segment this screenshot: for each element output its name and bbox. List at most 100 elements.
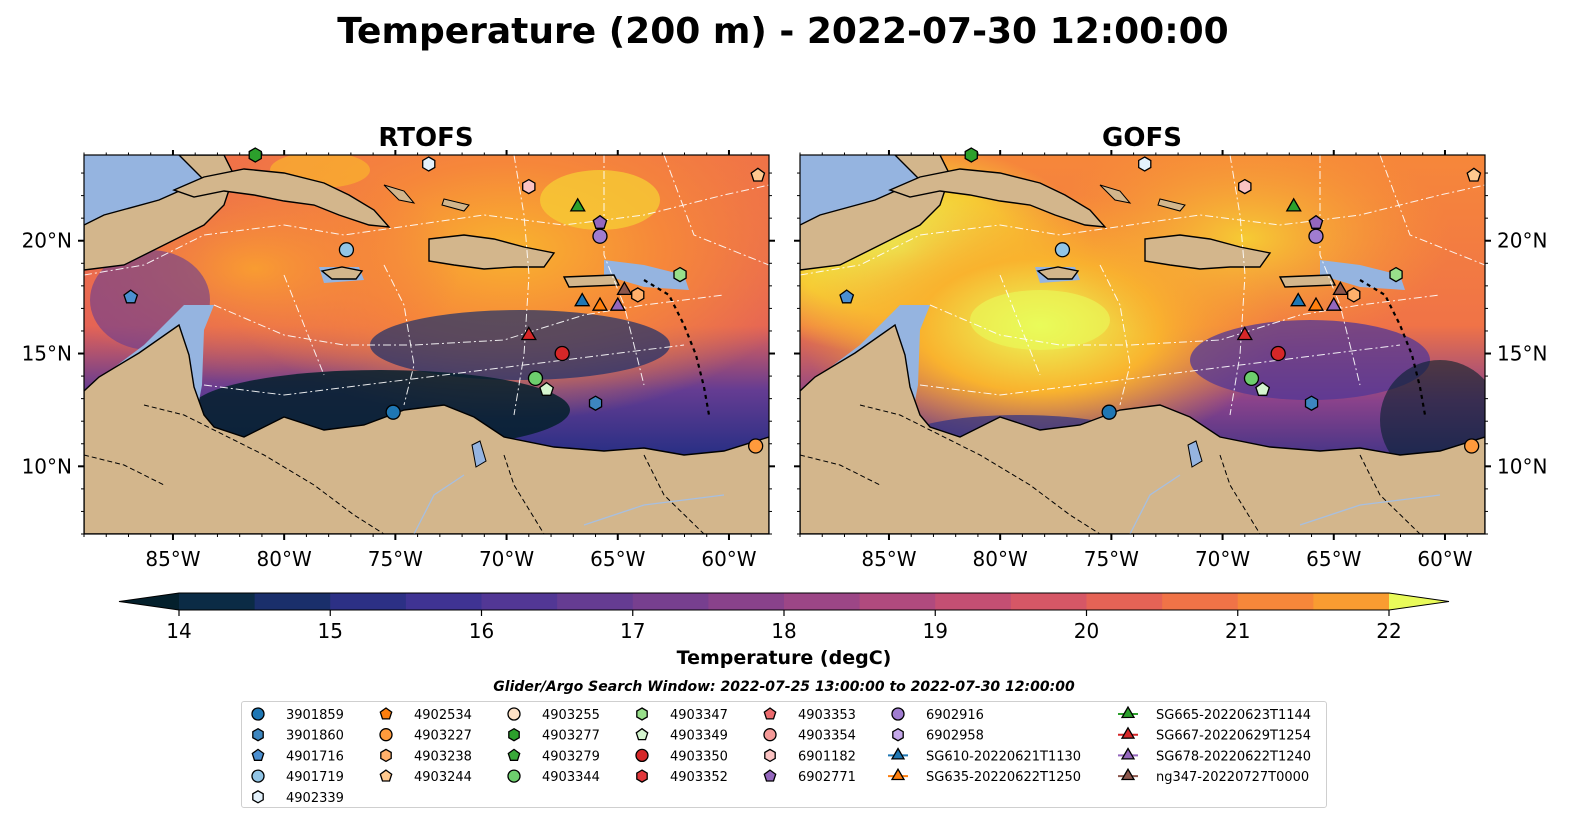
obs-marker-4903227 [748,438,764,454]
legend-label: SG678-20220622T1240 [1156,749,1311,764]
legend-marker-SG667-20220629T1254 [1120,726,1136,739]
legend-label: 4903227 [414,729,472,744]
obs-marker-4902339 [422,156,436,172]
legend-marker-3901860 [252,727,264,742]
obs-marker-SG635-20220622T1250 [1307,296,1325,311]
obs-marker-3901860 [1304,395,1319,411]
obs-marker-6902771 [1308,214,1324,229]
colorbar-bin [1086,593,1163,610]
obs-marker-SG610-20220621T1130 [1290,292,1307,307]
legend-label: 4901716 [286,749,344,764]
obs-marker-SG665-20220623T1144 [1285,197,1302,212]
legend-entries: 3901859 3901860 4901716 4901719 4902339 49025… [251,705,1311,806]
colorbar: 14 15 16 17 18 19 20 21 22 Temperature (degC) [118,592,1450,669]
legend-label: ng347-20220727T0000 [1156,770,1309,785]
legend-marker-4901716 [251,748,265,761]
obs-marker-4903347 [1389,266,1403,283]
obs-marker-ng347-20220727T0000 [1332,280,1349,296]
obs-marker-3901859 [1101,404,1117,420]
legend-label: 3901859 [286,708,344,723]
rtofs-panel: RTOFS 85°W 80°W 75°W 70°W 65°W 60°W 20°N 15°N 10… [22,123,775,571]
gofs-lon-label: 80°W [973,547,1028,571]
obs-marker-4903344 [527,370,544,386]
legend-label: 4903352 [670,770,728,785]
legend-label: 6902958 [926,729,984,744]
legend-label: 4902534 [414,708,472,723]
gofs-map [800,155,1485,534]
rtofs-lon-label: 70°W [479,547,534,571]
obs-marker-SG678-20220622T1240 [609,296,626,311]
obs-marker-4903349 [539,381,555,396]
legend-label: 4903244 [414,770,472,785]
legend-marker-4903279 [507,748,521,761]
legend-label: SG665-20220623T1144 [1156,708,1311,723]
colorbar-tick-label: 14 [166,619,191,643]
legend-label: SG610-20220621T1130 [926,749,1081,764]
obs-marker-4903344 [1243,370,1260,386]
rtofs-lon-label: 65°W [590,547,645,571]
legend-marker-4903227 [379,728,393,742]
colorbar-extend-min [119,593,179,610]
colorbar-tick-label: 16 [469,619,494,643]
colorbar-tick-label: 18 [771,619,796,643]
colorbar-tick-label: 21 [1225,619,1250,643]
obs-marker-6901182 [1238,178,1252,195]
obs-marker-4903349 [1255,381,1271,396]
obs-marker-3901860 [588,395,603,411]
gofs-panel: GOFS 85°W 80°W 75°W 70°W 65°W 60°W 20°N 15°N 10°… [794,123,1547,571]
legend-marker-SG635-20220622T1250 [890,767,906,781]
obs-marker-4903277 [248,147,262,163]
obs-marker-4903238 [631,287,645,303]
obs-marker-SG667-20220629T1254 [520,326,537,341]
obs-marker-4903350 [1270,345,1286,362]
rtofs-lon-label: 80°W [257,547,312,571]
rtofs-lat-label: 10°N [22,454,72,478]
gofs-observations [839,147,1482,454]
legend-label: 4903353 [798,708,856,723]
rtofs-lon-label: 85°W [145,547,200,571]
colorbar-bin [1010,593,1088,610]
legend-marker-4903244 [379,769,393,782]
gofs-lat-label: 20°N [1497,229,1547,253]
legend-label: 4903354 [798,729,856,744]
colorbar-tick-label: 15 [318,619,343,643]
legend-marker-3901859 [251,707,265,721]
colorbar-bin [557,593,634,610]
legend-label: 4903238 [414,749,472,764]
rtofs-lat-label: 15°N [22,342,72,366]
legend-marker-4903349 [635,727,649,741]
obs-marker-4903227 [1464,438,1480,454]
colorbar-tick-label: 19 [923,619,948,643]
obs-marker-4903350 [554,345,570,362]
colorbar-bin [784,593,861,610]
rtofs-lon-label: 75°W [368,547,423,571]
legend-label: 4902339 [286,791,344,806]
obs-marker-SG667-20220629T1254 [1236,326,1253,341]
legend-marker-6902958 [892,727,904,742]
rtofs-observations [123,147,766,454]
colorbar-bin [935,593,1012,610]
figure-title: Temperature (200 m) - 2022-07-30 12:00:0… [337,11,1228,52]
gofs-lon-label: 70°W [1195,547,1250,571]
obs-marker-6902916 [592,228,608,244]
colorbar-label: Temperature (degC) [677,647,892,669]
rtofs-lat-label: 20°N [22,229,72,253]
obs-marker-SG610-20220621T1130 [574,292,591,307]
legend-label: 4903349 [670,729,728,744]
legend-marker-4903350 [635,748,649,763]
legend-marker-6902771 [763,769,777,782]
legend-marker-4902339 [252,790,264,804]
colorbar-tick-label: 22 [1376,619,1401,643]
colorbar-bin [1237,593,1314,610]
obs-marker-4903347 [673,266,687,283]
legend-marker-4903238 [380,748,392,763]
obs-marker-SG678-20220622T1240 [1325,296,1342,311]
legend-label: 6902771 [798,770,856,785]
obs-marker-6902916 [1308,228,1324,244]
obs-marker-4903244 [1466,167,1482,182]
legend-label: 4903350 [670,749,728,764]
legend-label: SG635-20220622T1250 [926,770,1081,785]
legend-label: 6901182 [798,749,856,764]
colorbar-bin [481,593,558,610]
